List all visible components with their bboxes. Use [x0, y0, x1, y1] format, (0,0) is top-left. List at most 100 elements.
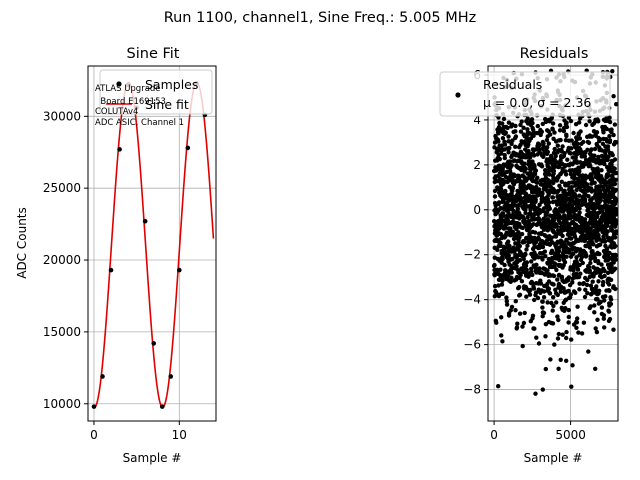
residual-point	[580, 281, 586, 287]
residual-point	[562, 199, 567, 204]
residual-point	[599, 219, 604, 224]
residual-point	[577, 116, 583, 121]
residuals-x-axis-label: Sample #	[524, 451, 583, 465]
residual-point	[499, 187, 504, 192]
residual-point	[610, 173, 615, 178]
residual-point	[541, 148, 547, 153]
sine-fit-samples	[91, 80, 208, 409]
residual-point	[591, 121, 597, 126]
residual-point	[566, 145, 571, 151]
residual-point	[550, 126, 555, 131]
residual-point	[503, 201, 508, 206]
residual-point	[569, 337, 574, 342]
residuals-x-ticks: 0 5000	[490, 421, 586, 442]
residual-point	[597, 188, 603, 193]
residual-point	[531, 284, 536, 289]
residual-point	[555, 277, 560, 282]
residual-point	[506, 150, 511, 155]
residual-point	[564, 254, 569, 259]
residual-point	[503, 174, 509, 180]
residual-point	[614, 102, 619, 107]
residual-point	[548, 223, 553, 228]
residual-point	[520, 324, 525, 329]
residual-point	[589, 229, 595, 234]
residual-point	[535, 175, 540, 180]
residual-point	[559, 224, 564, 229]
residual-point	[595, 297, 600, 302]
residual-point	[576, 131, 581, 136]
residual-point	[593, 223, 599, 228]
residual-point	[508, 233, 513, 238]
residual-point	[498, 267, 503, 272]
residual-point	[599, 305, 605, 310]
residual-point	[603, 118, 608, 124]
residual-point	[513, 135, 518, 141]
residual-point	[513, 123, 518, 129]
residual-point	[596, 204, 601, 209]
residual-point	[525, 116, 530, 121]
residual-point	[604, 174, 610, 179]
residual-point	[532, 297, 537, 303]
residual-point	[597, 242, 603, 247]
residual-point	[608, 182, 613, 187]
residual-point	[495, 267, 500, 272]
residual-point	[589, 249, 594, 254]
residual-point	[572, 232, 577, 238]
residual-point	[602, 325, 607, 330]
residual-point	[547, 168, 552, 173]
residual-point	[536, 341, 542, 346]
residual-point	[595, 117, 600, 122]
residual-point	[597, 191, 603, 196]
legend-residuals-marker	[455, 92, 461, 98]
residual-point	[500, 199, 505, 205]
residual-point	[551, 180, 556, 186]
residual-point	[573, 275, 578, 280]
residual-point	[542, 151, 548, 156]
residual-point	[568, 171, 574, 177]
residual-point	[566, 314, 571, 320]
residual-point	[495, 130, 501, 135]
residual-point	[570, 251, 576, 257]
residual-point	[586, 213, 591, 219]
legend-sine-fit-label: Sine fit	[145, 97, 189, 112]
residual-point	[570, 155, 576, 160]
residual-point	[569, 193, 575, 198]
residual-point	[607, 139, 612, 145]
residual-point	[522, 310, 527, 316]
sine-fit-x-tick-label: 10	[172, 428, 187, 442]
residual-point	[498, 193, 503, 198]
residual-point	[552, 261, 558, 266]
residual-point	[493, 212, 498, 217]
residual-point	[591, 129, 597, 134]
residual-point	[517, 311, 523, 316]
residual-point	[492, 238, 497, 243]
residual-point	[573, 249, 579, 254]
sample-point	[100, 374, 105, 379]
residual-point	[591, 274, 596, 279]
residual-point	[535, 193, 540, 198]
residual-point	[530, 147, 536, 152]
residual-point	[560, 144, 565, 149]
residual-point	[532, 241, 537, 247]
residual-point	[493, 203, 498, 208]
residual-point	[606, 168, 611, 173]
residual-point	[529, 175, 535, 181]
residual-point	[587, 119, 592, 124]
residual-point	[496, 384, 501, 389]
residual-point	[564, 358, 569, 363]
residual-point	[577, 193, 582, 198]
residual-point	[592, 255, 598, 261]
residual-point	[531, 214, 536, 220]
residual-point	[556, 164, 561, 170]
residual-point	[555, 143, 560, 148]
residual-point	[529, 251, 534, 257]
residual-point	[506, 311, 512, 316]
residual-point	[601, 234, 606, 239]
residual-point	[540, 244, 546, 250]
residual-point	[551, 295, 556, 300]
residual-point	[525, 243, 530, 248]
sample-point	[168, 374, 174, 379]
residual-point	[520, 204, 525, 210]
residual-point	[525, 270, 530, 276]
